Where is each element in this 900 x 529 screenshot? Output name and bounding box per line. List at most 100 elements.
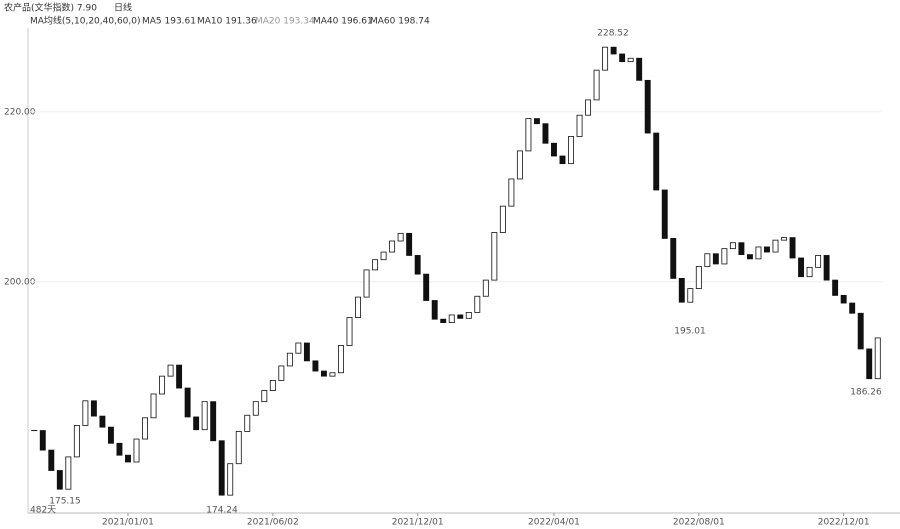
candle	[355, 296, 361, 318]
x-tick-label: 2022/12/01	[818, 518, 870, 528]
candle	[482, 279, 489, 297]
candle	[303, 342, 310, 362]
candle	[423, 273, 430, 301]
candle	[772, 239, 779, 253]
candle	[65, 456, 72, 490]
candle	[363, 269, 370, 298]
candle	[746, 254, 753, 260]
candle	[90, 400, 97, 417]
candle	[73, 425, 80, 458]
candle	[619, 53, 626, 63]
candle	[320, 370, 327, 377]
bar-count: 482天	[30, 506, 56, 516]
x-tick-label: 2021/06/02	[247, 518, 299, 528]
candle	[82, 400, 89, 426]
candle	[474, 295, 481, 313]
candle	[627, 57, 634, 63]
legend-title: MA均线(5,10,20,40,60,0)	[30, 15, 141, 27]
candle	[235, 430, 242, 465]
annotation: 174.24	[206, 506, 238, 516]
symbol: 农产品(文华指数) 7.90	[4, 2, 97, 14]
candle	[218, 440, 225, 496]
candle	[465, 311, 472, 319]
candle	[142, 417, 148, 440]
candle	[338, 345, 344, 374]
candle	[695, 266, 702, 290]
candle	[491, 232, 498, 281]
candle	[440, 318, 447, 324]
candle	[125, 454, 131, 463]
candle	[431, 300, 438, 320]
candle	[406, 232, 413, 256]
legend-item: MA60 198.74	[370, 17, 430, 27]
period[interactable]: 日线	[114, 2, 132, 14]
annotation: 186.26	[850, 388, 882, 398]
x-tick-label: 2021/12/01	[392, 518, 444, 528]
y-tick-label: 220.00	[4, 107, 36, 117]
candle	[687, 288, 694, 303]
candle	[789, 237, 796, 259]
candle	[815, 255, 822, 268]
candle	[252, 401, 259, 416]
candle	[653, 132, 660, 191]
candle	[457, 314, 464, 319]
candle	[184, 387, 191, 418]
candle	[823, 255, 830, 281]
candle	[670, 238, 677, 279]
candle	[414, 255, 421, 275]
candle	[269, 379, 276, 391]
legend-item: MA10 191.36	[197, 17, 257, 27]
candle	[201, 401, 208, 431]
candle	[840, 294, 847, 304]
candle	[107, 426, 114, 444]
candle	[39, 430, 46, 451]
x-tick-label: 2022/08/01	[673, 518, 725, 528]
candle	[559, 155, 566, 165]
candle	[312, 360, 319, 372]
legend-item: MA20 193.34	[255, 17, 315, 27]
candle	[874, 337, 881, 380]
candle	[661, 189, 668, 239]
candle	[738, 242, 745, 255]
candle	[857, 312, 864, 350]
candle	[244, 414, 251, 432]
candle	[389, 240, 396, 253]
candle	[499, 205, 506, 233]
candle	[533, 118, 540, 125]
candle	[755, 246, 762, 260]
candle	[372, 259, 379, 271]
candle	[99, 415, 106, 428]
x-tick-label: 2022/04/01	[528, 518, 580, 528]
candle	[781, 237, 787, 241]
candle	[210, 401, 217, 442]
candle	[568, 136, 574, 165]
candle	[159, 375, 166, 395]
candle	[644, 79, 651, 134]
candle	[712, 253, 719, 265]
candle	[150, 393, 157, 419]
candle	[721, 248, 728, 265]
candle	[176, 364, 183, 389]
candle	[678, 277, 685, 303]
candle	[193, 416, 200, 431]
candle	[329, 372, 336, 377]
annotation: 175.15	[49, 497, 81, 507]
annotation: 228.52	[597, 29, 629, 39]
candle	[227, 463, 234, 496]
candle	[278, 365, 285, 381]
candle	[764, 246, 770, 253]
candle	[295, 342, 302, 354]
candle	[116, 442, 123, 456]
candle	[542, 123, 549, 144]
candle	[286, 352, 293, 367]
y-tick-label: 200.00	[4, 277, 36, 287]
candle	[729, 242, 736, 250]
legend-item: MA40 196.61	[313, 17, 373, 27]
candle	[602, 46, 609, 71]
candle	[380, 251, 387, 261]
candle	[806, 266, 813, 278]
candle	[346, 317, 353, 346]
candle	[48, 449, 55, 471]
